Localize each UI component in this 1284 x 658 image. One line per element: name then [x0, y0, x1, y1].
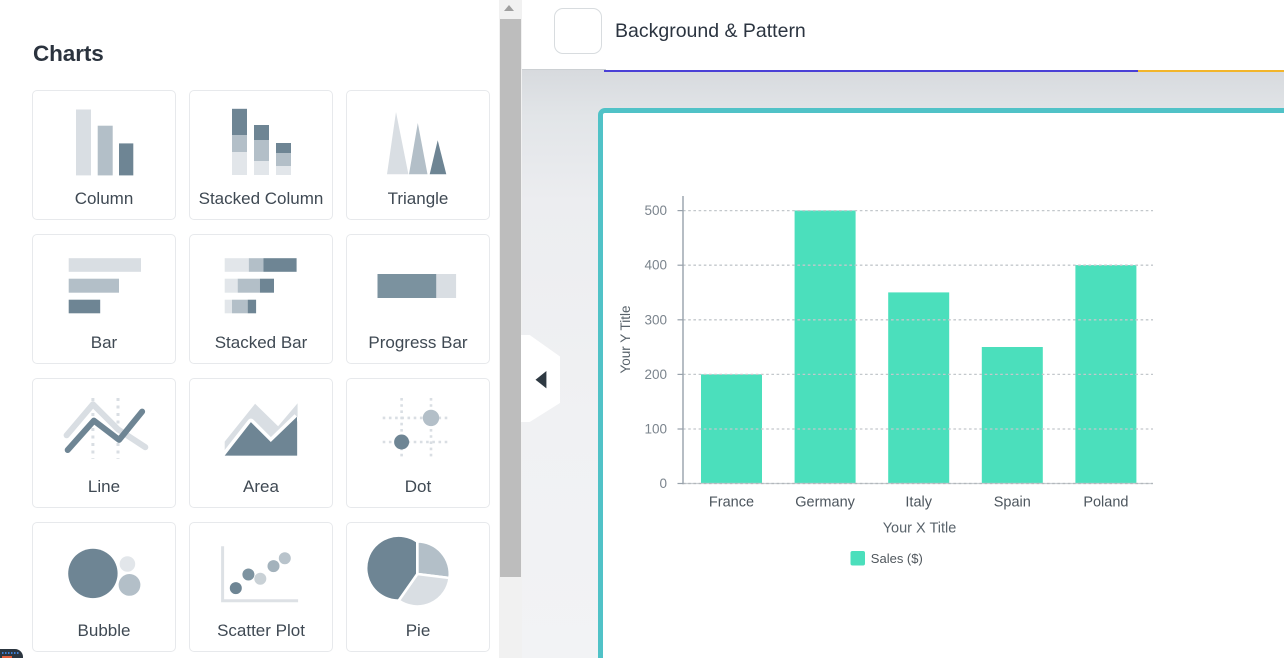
svg-text:Poland: Poland: [1083, 495, 1128, 511]
svg-text:400: 400: [644, 258, 667, 273]
svg-text:0: 0: [659, 476, 667, 491]
svg-text:Your Y Title: Your Y Title: [618, 305, 633, 373]
svg-text:200: 200: [644, 367, 667, 382]
svg-text:Germany: Germany: [795, 495, 855, 511]
svg-text:France: France: [709, 495, 754, 511]
svg-text:100: 100: [644, 422, 667, 437]
svg-text:Spain: Spain: [994, 495, 1031, 511]
svg-text:Italy: Italy: [905, 495, 932, 511]
svg-text:Your X Title: Your X Title: [883, 521, 957, 537]
svg-text:500: 500: [644, 203, 667, 218]
svg-text:300: 300: [644, 312, 667, 327]
svg-text:Sales ($): Sales ($): [871, 551, 923, 566]
